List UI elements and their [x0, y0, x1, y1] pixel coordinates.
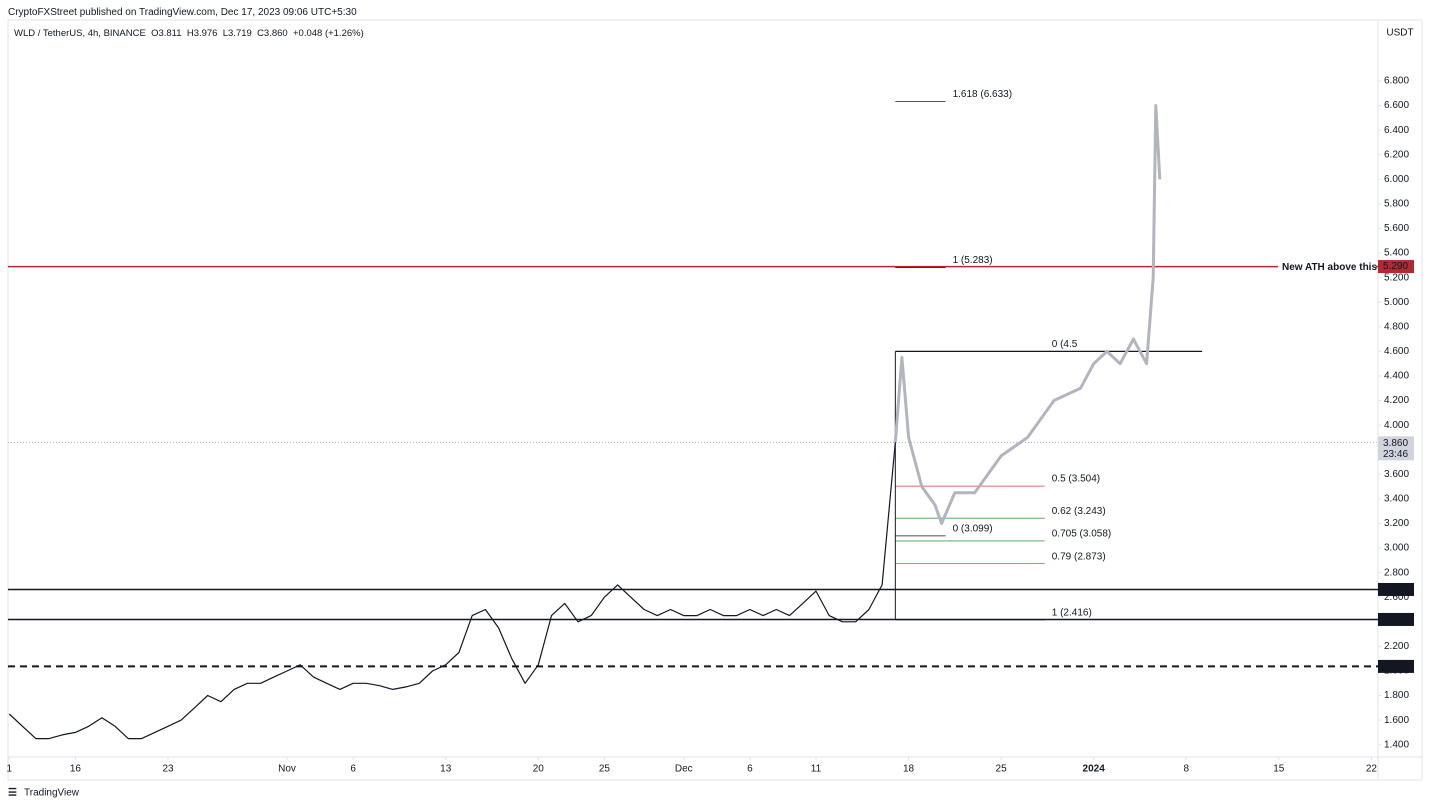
price-tag-bg	[1378, 582, 1414, 596]
y-tick-label: 5.000	[1384, 297, 1409, 308]
x-tick-label: 11	[811, 764, 822, 775]
y-tick-label: 3.200	[1384, 518, 1409, 529]
x-tick-label: 6	[747, 764, 753, 775]
level-text: New ATH above this	[1282, 262, 1377, 273]
level-text-bg	[1278, 260, 1376, 273]
x-tick-label: 1	[7, 764, 13, 775]
y-tick-label: 5.400	[1384, 248, 1409, 259]
y-tick-label: 6.200	[1384, 149, 1409, 160]
currency-label: USDT	[1386, 28, 1413, 39]
x-tick-label: 23	[162, 764, 174, 775]
y-tick-label: 1.400	[1384, 739, 1409, 750]
fib-label: 1 (2.416)	[1052, 607, 1092, 618]
price-tag: 2.663	[1383, 584, 1408, 595]
fib-label: 0.79 (2.873)	[1052, 551, 1106, 562]
y-tick-label: 2.800	[1384, 567, 1409, 578]
price-tag: 5.290	[1383, 261, 1408, 272]
y-tick-label: 6.600	[1384, 100, 1409, 111]
y-tick-label: 3.600	[1384, 469, 1409, 480]
fib-label: 0 (4.5	[1052, 339, 1078, 350]
y-tick-label: 5.800	[1384, 199, 1409, 210]
price-line	[8, 442, 896, 740]
last-price-label: 3.860	[1383, 438, 1408, 449]
x-tick-label: Nov	[278, 764, 296, 775]
y-tick-label: 3.400	[1384, 494, 1409, 505]
price-tag-bg	[1378, 612, 1414, 626]
y-tick-label: 4.600	[1384, 346, 1409, 357]
y-tick-label: 6.400	[1384, 125, 1409, 136]
footer-logo: ☰ TradingView	[8, 788, 80, 799]
y-tick-label: 4.800	[1384, 321, 1409, 332]
y-tick-label: 4.400	[1384, 371, 1409, 382]
x-tick-label: 22	[1366, 764, 1378, 775]
x-tick-label: 25	[996, 764, 1008, 775]
x-tick-label: 15	[1273, 764, 1285, 775]
logo-mark: ☰	[8, 788, 17, 799]
x-tick-label: 8	[1183, 764, 1189, 775]
y-tick-label: 6.000	[1384, 174, 1409, 185]
y-tick-label: 2.200	[1384, 641, 1409, 652]
x-tick-label: 13	[440, 764, 452, 775]
x-tick-label: 20	[533, 764, 545, 775]
fib-label: 1 (5.283)	[953, 255, 993, 266]
symbol-info: WLD / TetherUS, 4h, BINANCE O3.811 H3.97…	[14, 28, 364, 39]
x-tick-label: 6	[350, 764, 356, 775]
y-tick-label: 1.800	[1384, 690, 1409, 701]
fib-label: 0.705 (3.058)	[1052, 529, 1112, 540]
fib-label: 0 (3.099)	[953, 524, 993, 535]
y-tick-label: 6.800	[1384, 76, 1409, 87]
x-tick-label: 25	[599, 764, 611, 775]
price-tag: 2.037	[1383, 661, 1408, 672]
price-tag-bg	[1378, 659, 1414, 673]
chart-frame	[7, 19, 1423, 781]
fib-label: 0.5 (3.504)	[1052, 474, 1100, 485]
y-tick-label: 1.600	[1384, 715, 1409, 726]
y-tick-label: 4.000	[1384, 420, 1409, 431]
y-tick-label: 5.600	[1384, 223, 1409, 234]
footer-text: TradingView	[24, 788, 80, 799]
y-tick-label: 4.200	[1384, 395, 1409, 406]
x-tick-label: 18	[903, 764, 915, 775]
y-tick-label: 3.000	[1384, 543, 1409, 554]
attribution: CryptoFXStreet published on TradingView.…	[8, 7, 357, 18]
x-tick-label: 16	[70, 764, 82, 775]
countdown-label: 23:46	[1383, 449, 1408, 460]
y-tick-label: 5.200	[1384, 272, 1409, 283]
fib-label: 0.62 (3.243)	[1052, 506, 1106, 517]
y-tick-label: 2.600	[1384, 592, 1409, 603]
price-tag-bg	[1378, 260, 1414, 274]
price-line	[893, 104, 1162, 525]
price-tag: 2.419	[1383, 614, 1408, 625]
x-tick-label: Dec	[675, 764, 693, 775]
x-tick-label: 2024	[1083, 764, 1106, 775]
fib-label: 1.618 (6.633)	[953, 89, 1013, 100]
last-price-bg	[1378, 436, 1414, 461]
